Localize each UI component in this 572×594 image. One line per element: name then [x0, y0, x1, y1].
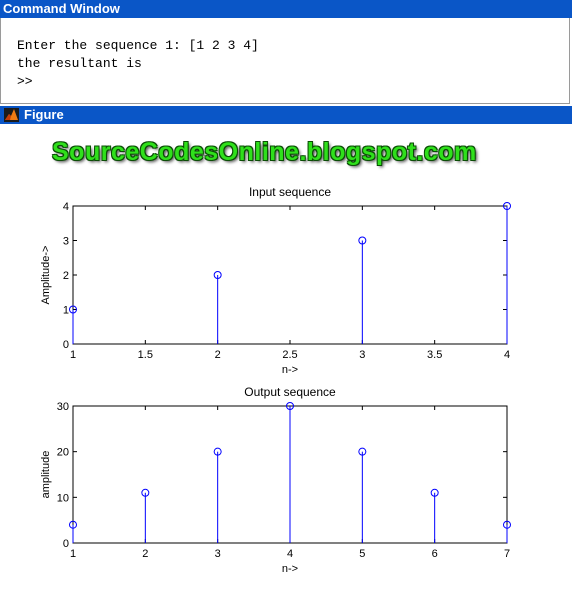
- y-tick-label: 30: [57, 401, 69, 413]
- y-tick-label: 2: [63, 270, 69, 282]
- command-line-2: the resultant is: [17, 56, 142, 71]
- x-tick-label: 1.5: [138, 349, 153, 361]
- x-tick-label: 6: [432, 548, 438, 560]
- watermark-text: SourceCodesOnline.blogspot.com: [52, 138, 477, 166]
- y-tick-label: 0: [63, 339, 69, 351]
- y-tick-label: 3: [63, 236, 69, 248]
- stem-marker: [213, 271, 222, 279]
- y-axis-label: amplitude: [40, 451, 52, 499]
- command-prompt[interactable]: >>: [17, 74, 33, 89]
- x-tick-label: 5: [359, 548, 365, 560]
- x-tick-label: 7: [504, 548, 510, 560]
- y-tick-label: 4: [63, 201, 69, 213]
- command-window-titlebar[interactable]: Command Window: [0, 0, 572, 18]
- stem-marker: [430, 488, 439, 497]
- x-tick-label: 1: [70, 349, 76, 361]
- figure-window-titlebar[interactable]: Figure: [0, 106, 572, 124]
- x-axis-label: n->: [282, 563, 298, 575]
- y-tick-label: 1: [63, 305, 69, 317]
- x-tick-label: 2: [215, 349, 221, 361]
- y-tick-label: 20: [57, 447, 69, 459]
- stem-marker: [69, 520, 77, 529]
- y-tick-label: 0: [63, 538, 69, 550]
- command-line-1: Enter the sequence 1: [1 2 3 4]: [17, 38, 259, 53]
- chart-title: Input sequence: [249, 185, 331, 199]
- stem-marker: [69, 305, 77, 314]
- x-tick-label: 3: [215, 548, 221, 560]
- stem-marker: [286, 402, 294, 410]
- x-tick-label: 4: [287, 548, 293, 560]
- command-window-title: Command Window: [3, 1, 120, 16]
- stem-marker: [213, 447, 222, 456]
- command-window-body[interactable]: Enter the sequence 1: [1 2 3 4] the resu…: [0, 18, 570, 104]
- x-tick-label: 3.5: [427, 349, 442, 361]
- stem-marker: [358, 447, 367, 456]
- plot-axes-box: [72, 205, 508, 345]
- y-tick-label: 10: [57, 492, 69, 504]
- x-tick-label: 1: [70, 548, 76, 560]
- stem-marker: [141, 488, 150, 497]
- figure-window-title: Figure: [24, 107, 64, 122]
- x-tick-label: 3: [359, 349, 365, 361]
- stem-marker: [503, 520, 511, 529]
- x-tick-label: 4: [504, 349, 510, 361]
- x-axis-label: n->: [282, 364, 298, 376]
- stem-marker: [358, 236, 367, 245]
- x-tick-label: 2: [142, 548, 148, 560]
- x-tick-label: 2.5: [282, 349, 297, 361]
- y-axis-label: Amplitude->: [40, 245, 52, 304]
- matlab-logo-icon: [4, 108, 19, 122]
- stem-marker: [503, 202, 511, 210]
- chart-title: Output sequence: [244, 385, 336, 399]
